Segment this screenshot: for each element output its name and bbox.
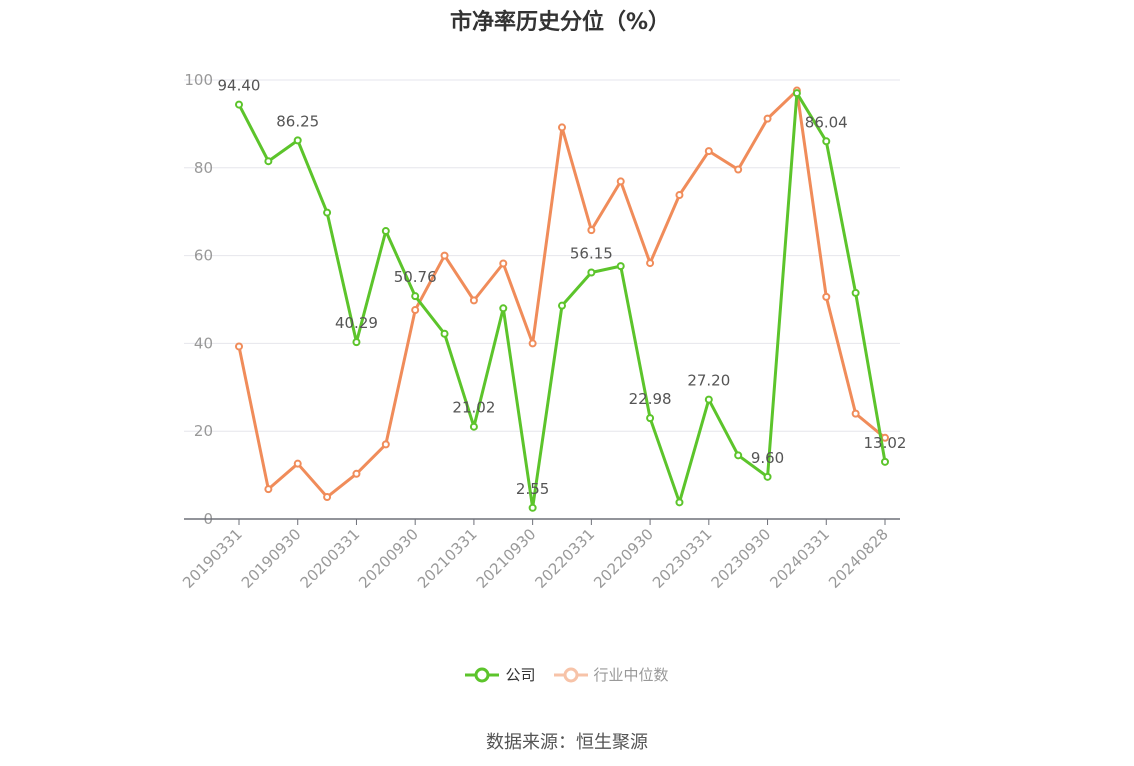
data-label-company-20220331: 56.15 xyxy=(570,245,613,263)
point-industry-20230930 xyxy=(763,114,772,123)
point-company-20210630 xyxy=(499,304,508,313)
point-industry-20200630 xyxy=(381,440,390,449)
point-industry-20210930 xyxy=(528,339,537,348)
y-tick-label-80: 80 xyxy=(194,159,213,177)
point-industry-20230331 xyxy=(704,147,713,156)
point-company-20231231 xyxy=(792,89,801,98)
point-company-20220930 xyxy=(646,414,655,423)
point-company-20190930 xyxy=(293,136,302,145)
point-company-20220630 xyxy=(616,262,625,271)
point-company-20221231 xyxy=(675,498,684,507)
data-label-company-20220930: 22.98 xyxy=(629,390,672,408)
data-label-company-20230930: 9.60 xyxy=(751,449,784,467)
point-company-20190630 xyxy=(264,157,273,166)
point-company-20240331 xyxy=(822,137,831,146)
x-tick-label-20220331: 20220331 xyxy=(531,525,598,592)
point-industry-20211231 xyxy=(558,123,566,132)
y-tick-label-20: 20 xyxy=(194,422,213,440)
y-tick-label-100: 100 xyxy=(184,71,213,89)
point-industry-20240630 xyxy=(851,409,860,418)
x-tick-label-20230930: 20230930 xyxy=(708,525,775,592)
x-tick-label-20190331: 20190331 xyxy=(179,525,246,592)
point-industry-20220630 xyxy=(616,177,625,186)
point-company-20210930 xyxy=(528,503,537,512)
point-industry-20201231 xyxy=(440,251,449,260)
point-company-20211231 xyxy=(558,301,566,310)
data-label-company-20200331: 40.29 xyxy=(335,314,378,332)
point-company-20230630 xyxy=(734,451,743,460)
point-company-20200930 xyxy=(411,292,420,301)
chart-title: 市净率历史分位（%） xyxy=(449,10,671,35)
point-industry-20221231 xyxy=(675,191,684,200)
point-company-20190331 xyxy=(235,100,243,109)
x-tick-label-20190930: 20190930 xyxy=(238,525,305,592)
series-line-industry xyxy=(237,89,886,499)
line-chart: 0204060801002019033120190930202003312020… xyxy=(179,71,907,592)
point-industry-20190930 xyxy=(293,459,302,468)
x-tick-label-20240331: 20240331 xyxy=(766,525,833,592)
point-company-20200630 xyxy=(381,227,390,236)
point-company-20220331 xyxy=(587,268,596,277)
x-tick-label-20210930: 20210930 xyxy=(473,525,540,592)
point-industry-20200930 xyxy=(411,306,420,315)
y-tick-label-60: 60 xyxy=(194,247,213,265)
x-tick-label-20230331: 20230331 xyxy=(649,525,716,592)
legend-industry-line-circle-icon xyxy=(553,667,588,682)
x-tick-label-20220930: 20220930 xyxy=(590,525,657,592)
legend-label-industry: 行业中位数 xyxy=(593,666,669,684)
data-label-company-20230331: 27.20 xyxy=(687,372,730,390)
point-company-20210331 xyxy=(469,422,478,431)
point-industry-20220331 xyxy=(587,226,596,235)
legend-company-line-circle-icon xyxy=(465,667,500,682)
data-label-company-20210331: 21.02 xyxy=(452,399,495,417)
point-company-20240828 xyxy=(881,457,889,466)
point-industry-20190331 xyxy=(235,342,243,351)
data-source: 数据来源：恒生聚源 xyxy=(486,732,648,753)
point-industry-20190630 xyxy=(264,485,273,494)
point-company-20240630 xyxy=(851,288,860,297)
point-company-20191231 xyxy=(323,208,332,217)
legend-item-company[interactable]: 公司 xyxy=(465,664,536,685)
legend-label-company: 公司 xyxy=(505,666,536,684)
point-industry-20210331 xyxy=(469,296,478,305)
x-tick-label-20200331: 20200331 xyxy=(297,525,364,592)
legend-item-industry[interactable]: 行业中位数 xyxy=(553,664,669,685)
point-company-20201231 xyxy=(440,329,449,338)
point-industry-20230630 xyxy=(734,165,743,174)
data-label-company-20240331: 86.04 xyxy=(805,113,848,131)
point-company-20230930 xyxy=(763,472,772,481)
x-tick-label-20210331: 20210331 xyxy=(414,525,481,592)
x-tick-label-20240828: 20240828 xyxy=(825,525,892,592)
point-company-20230331 xyxy=(704,395,713,404)
chart-legend: 公司 行业中位数 xyxy=(0,664,1134,685)
x-tick-label-20200930: 20200930 xyxy=(355,525,422,592)
data-label-company-20240828: 13.02 xyxy=(864,434,907,452)
series-line-company xyxy=(237,91,887,510)
y-tick-label-40: 40 xyxy=(194,334,213,352)
point-industry-20191231 xyxy=(323,493,332,502)
point-industry-20240331 xyxy=(822,292,831,301)
data-label-company-20190331: 94.40 xyxy=(218,77,261,95)
data-label-company-20210930: 2.55 xyxy=(516,480,549,498)
point-industry-20210630 xyxy=(499,259,508,268)
point-industry-20220930 xyxy=(646,259,655,268)
point-industry-20200331 xyxy=(352,469,361,478)
data-label-company-20200930: 50.76 xyxy=(394,268,437,286)
point-company-20200331 xyxy=(352,338,361,347)
data-label-company-20190930: 86.25 xyxy=(276,112,319,130)
